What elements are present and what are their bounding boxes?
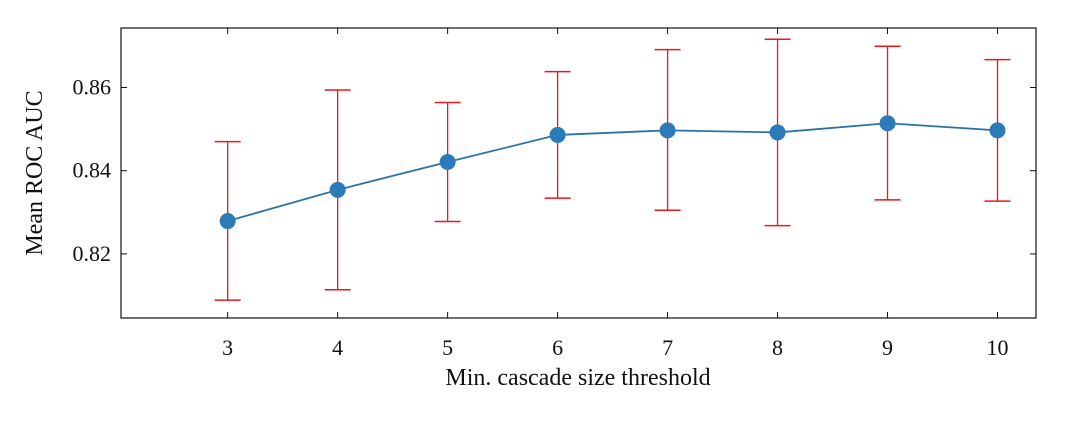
data-point [549, 126, 566, 143]
y-tick-label: 0.82 [73, 241, 112, 266]
x-tick-label: 10 [987, 335, 1009, 360]
x-tick-label: 5 [442, 335, 453, 360]
x-axis: 3 4 5 6 7 8 9 10 [222, 28, 1009, 360]
data-points [219, 115, 1006, 230]
x-tick-label: 6 [552, 335, 563, 360]
y-tick-label: 0.84 [73, 158, 112, 183]
y-axis-label: Mean ROC AUC [22, 90, 48, 255]
x-tick-label: 7 [662, 335, 673, 360]
plot-frame [120, 27, 1037, 319]
x-tick-label: 9 [882, 335, 893, 360]
data-point [989, 122, 1006, 139]
x-axis-label: Min. cascade size threshold [445, 365, 710, 391]
data-point [219, 213, 236, 230]
series-line [227, 122, 998, 222]
data-point [439, 153, 456, 170]
x-tick-label: 3 [222, 335, 233, 360]
error-bars [214, 38, 1011, 301]
y-axis: 0.82 0.84 0.86 [73, 74, 1036, 266]
x-tick-label: 4 [332, 335, 343, 360]
y-tick-label: 0.86 [73, 74, 112, 99]
data-point [769, 124, 786, 141]
data-point [659, 122, 676, 139]
data-point [329, 181, 346, 198]
data-point [879, 115, 896, 132]
x-tick-label: 8 [772, 335, 783, 360]
